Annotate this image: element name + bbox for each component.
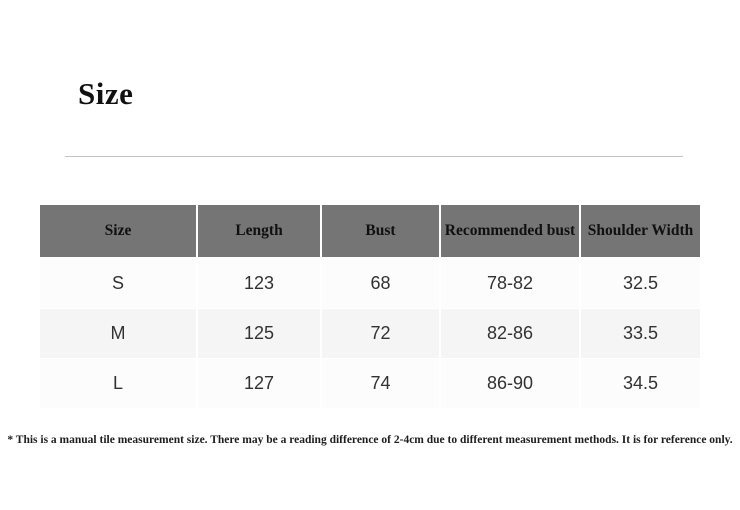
title-divider <box>65 156 683 157</box>
cell-bust: 74 <box>321 358 441 409</box>
cell-recommended-bust: 82-86 <box>440 308 581 359</box>
cell-recommended-bust: 78-82 <box>440 258 581 309</box>
cell-size: L <box>40 358 198 409</box>
footnote: * This is a manual tile measurement size… <box>7 434 733 446</box>
cell-shoulder-width: 33.5 <box>580 308 700 359</box>
cell-size: M <box>40 308 198 359</box>
column-header-size: Size <box>40 205 198 259</box>
cell-shoulder-width: 32.5 <box>580 258 700 309</box>
cell-length: 125 <box>197 308 322 359</box>
cell-shoulder-width: 34.5 <box>580 358 700 409</box>
column-header-recommended-bust: Recommended bust <box>440 205 581 259</box>
cell-bust: 68 <box>321 258 441 309</box>
table-header-row: Size Length Bust Recommended bust Should… <box>40 205 700 259</box>
size-chart-table: Size Length Bust Recommended bust Should… <box>40 205 700 409</box>
page-title: Size <box>78 76 134 111</box>
column-header-bust: Bust <box>321 205 441 259</box>
column-header-shoulder-width: Shoulder Width <box>580 205 700 259</box>
table-row-s: S 123 68 78-82 32.5 <box>40 258 700 309</box>
cell-recommended-bust: 86-90 <box>440 358 581 409</box>
cell-bust: 72 <box>321 308 441 359</box>
cell-length: 127 <box>197 358 322 409</box>
table-row-l: L 127 74 86-90 34.5 <box>40 358 700 409</box>
cell-length: 123 <box>197 258 322 309</box>
cell-size: S <box>40 258 198 309</box>
table-row-m: M 125 72 82-86 33.5 <box>40 308 700 359</box>
column-header-length: Length <box>197 205 322 259</box>
